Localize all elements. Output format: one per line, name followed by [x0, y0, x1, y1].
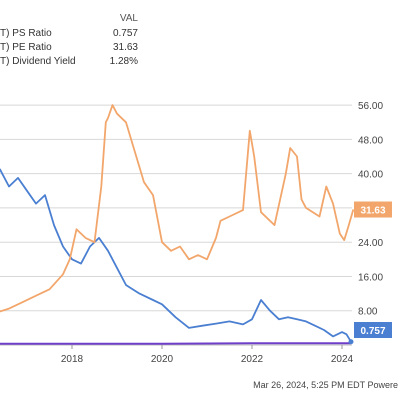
y-tick-label-0: 8.00 — [358, 307, 378, 318]
x-tick-label-2: 2022 — [241, 354, 264, 365]
chart-footer: Mar 26, 2024, 5:25 PM EDT Powere — [253, 380, 398, 390]
legend-row-dividend-yield: T) Dividend Yield 1.28% — [0, 56, 200, 70]
end-badge-label-pe: 31.63 — [360, 206, 385, 217]
x-tick-label-1: 2020 — [151, 354, 174, 365]
legend-label-pe-ratio: T) PE Ratio — [0, 42, 52, 53]
legend-row-pe-ratio: T) PE Ratio 31.63 — [0, 42, 200, 56]
y-tick-label-1: 16.00 — [358, 272, 383, 283]
legend-label-ps-ratio: T) PS Ratio — [0, 28, 52, 39]
legend-value-pe-ratio: 31.63 — [112, 42, 138, 53]
legend-header: VAL — [119, 13, 138, 24]
end-badge-pe — [354, 201, 392, 218]
series-end-dot-ps — [348, 339, 354, 345]
y-tick-label-6: 56.00 — [358, 101, 383, 112]
legend-value-dividend-yield: 1.28% — [109, 56, 138, 67]
y-tick-label-4: 40.00 — [358, 170, 383, 181]
series-line-ps — [0, 168, 352, 343]
end-badge-label-ps: 0.757 — [360, 326, 385, 337]
end-badge-ps — [354, 322, 392, 339]
legend-label-dividend-yield: T) Dividend Yield — [0, 56, 76, 67]
series-line-pe — [0, 104, 355, 313]
x-tick-label-0: 2018 — [61, 354, 84, 365]
x-tick-label-3: 2024 — [331, 354, 354, 365]
legend-row-ps-ratio: T) PS Ratio 0.757 — [0, 28, 200, 42]
y-tick-label-2: 24.00 — [358, 238, 383, 249]
legend-value-ps-ratio: 0.757 — [112, 28, 138, 39]
y-tick-label-5: 48.00 — [358, 135, 383, 146]
